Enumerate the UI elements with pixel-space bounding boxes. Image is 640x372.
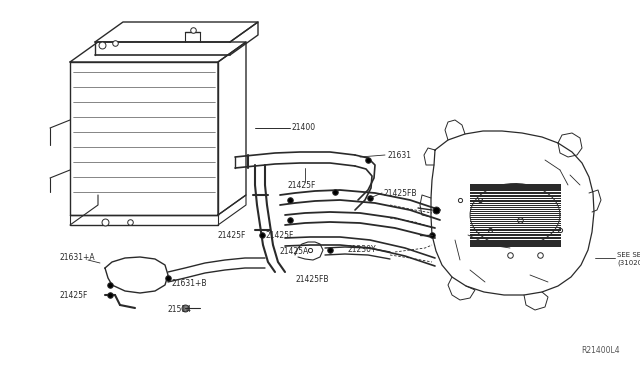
Text: (31020M): (31020M) <box>617 260 640 266</box>
Text: 21425F: 21425F <box>60 291 88 299</box>
Text: 21425FB: 21425FB <box>295 276 328 285</box>
Text: 21400: 21400 <box>292 124 316 132</box>
Text: 21514: 21514 <box>168 305 192 314</box>
Text: 21425FB: 21425FB <box>383 189 417 198</box>
Text: 21631: 21631 <box>387 151 411 160</box>
Text: SEE SEC. 310: SEE SEC. 310 <box>617 252 640 258</box>
Text: 21425F: 21425F <box>265 231 293 240</box>
Text: 21230Y: 21230Y <box>348 246 376 254</box>
Text: 21425F: 21425F <box>218 231 246 240</box>
Text: 21631+B: 21631+B <box>172 279 207 288</box>
Text: R21400L4: R21400L4 <box>581 346 620 355</box>
Text: 21425A: 21425A <box>280 247 309 257</box>
Text: 21425F: 21425F <box>288 180 316 189</box>
Text: 21631+A: 21631+A <box>60 253 95 263</box>
